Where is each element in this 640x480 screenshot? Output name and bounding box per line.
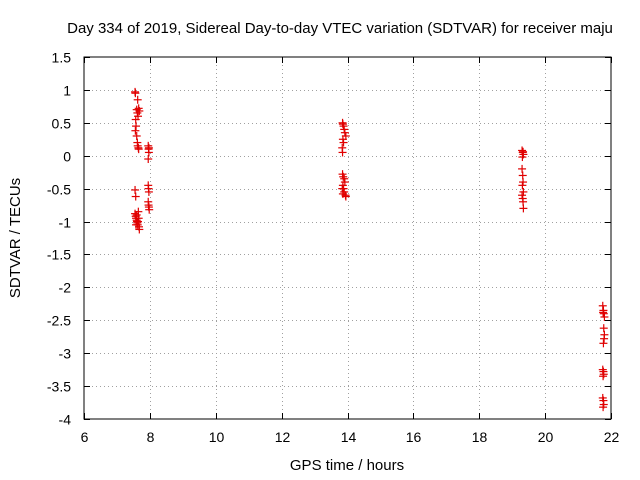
y-axis-label: SDTVAR / TECUs <box>7 178 24 298</box>
data-point <box>133 95 142 104</box>
data-point <box>519 204 528 213</box>
y-tick-label: -3.5 <box>47 379 71 395</box>
data-point <box>599 403 608 412</box>
x-tick-label: 20 <box>538 429 554 445</box>
data-point <box>133 141 142 150</box>
data-points <box>131 87 609 412</box>
x-axis-label: GPS time / hours <box>290 457 404 474</box>
data-point <box>132 220 141 229</box>
data-point <box>131 126 140 135</box>
data-point <box>338 120 347 129</box>
y-tick-label: 0.5 <box>52 116 72 132</box>
y-tick-label: -1 <box>59 215 72 231</box>
data-point <box>340 178 349 187</box>
data-point <box>599 308 608 317</box>
y-tick-label: -1.5 <box>47 247 71 263</box>
data-point <box>599 339 608 348</box>
y-tick-label: 1.5 <box>52 50 72 66</box>
y-tick-label: -2 <box>59 280 72 296</box>
data-point <box>599 370 608 379</box>
x-tick-label: 16 <box>406 429 422 445</box>
data-point <box>134 112 143 121</box>
grid <box>84 57 611 419</box>
data-point <box>134 217 143 226</box>
data-point <box>144 143 153 152</box>
data-point <box>599 309 608 318</box>
data-point <box>519 178 528 187</box>
data-point <box>145 205 154 214</box>
data-point <box>518 191 527 200</box>
data-point <box>518 153 527 162</box>
x-tick-label: 22 <box>604 429 620 445</box>
data-point <box>518 181 527 190</box>
data-point <box>518 164 527 173</box>
data-point <box>600 334 609 343</box>
x-tick-label: 12 <box>275 429 291 445</box>
data-point <box>133 108 142 117</box>
x-tick-label: 8 <box>147 429 155 445</box>
x-tick-label: 6 <box>81 429 89 445</box>
data-point <box>340 187 349 196</box>
x-tick-label: 14 <box>341 429 357 445</box>
data-point <box>339 172 348 181</box>
data-point <box>144 155 153 164</box>
data-point <box>134 145 143 154</box>
data-point <box>134 207 143 216</box>
data-point <box>519 187 528 196</box>
data-point <box>338 148 347 157</box>
data-point <box>340 128 349 137</box>
data-point <box>131 185 140 194</box>
data-point <box>599 324 608 333</box>
data-point <box>135 106 144 115</box>
data-point <box>338 181 347 190</box>
data-point <box>599 372 608 381</box>
data-point <box>144 187 153 196</box>
axis-ticks: 6 8 10 12 14 16 18 20 22 1.5 1 0.5 0 -0.5 -1 -1.5 -2 -2.5… <box>47 50 620 446</box>
data-point <box>600 312 609 321</box>
data-point <box>131 192 140 201</box>
y-tick-label: 0 <box>63 149 71 165</box>
data-point <box>338 189 347 198</box>
y-tick-label: -4 <box>59 412 72 428</box>
data-point <box>519 147 528 156</box>
data-point <box>132 131 141 140</box>
data-point <box>339 122 348 131</box>
data-point <box>339 138 348 147</box>
data-point <box>131 89 140 98</box>
x-tick-label: 18 <box>472 429 488 445</box>
data-point <box>338 184 347 193</box>
plot-frame <box>83 56 612 420</box>
data-point <box>135 225 144 234</box>
chart-title: Day 334 of 2019, Sidereal Day-to-day VTE… <box>67 20 613 37</box>
y-tick-label: -2.5 <box>47 313 71 329</box>
data-point <box>340 174 349 183</box>
data-point <box>338 135 347 144</box>
data-point <box>132 210 141 219</box>
y-tick-label: 1 <box>63 83 71 99</box>
data-point <box>340 125 349 134</box>
data-point <box>132 122 141 131</box>
x-tick-label: 10 <box>209 429 225 445</box>
y-tick-label: -0.5 <box>47 182 71 198</box>
y-tick-label: -3 <box>59 346 72 362</box>
